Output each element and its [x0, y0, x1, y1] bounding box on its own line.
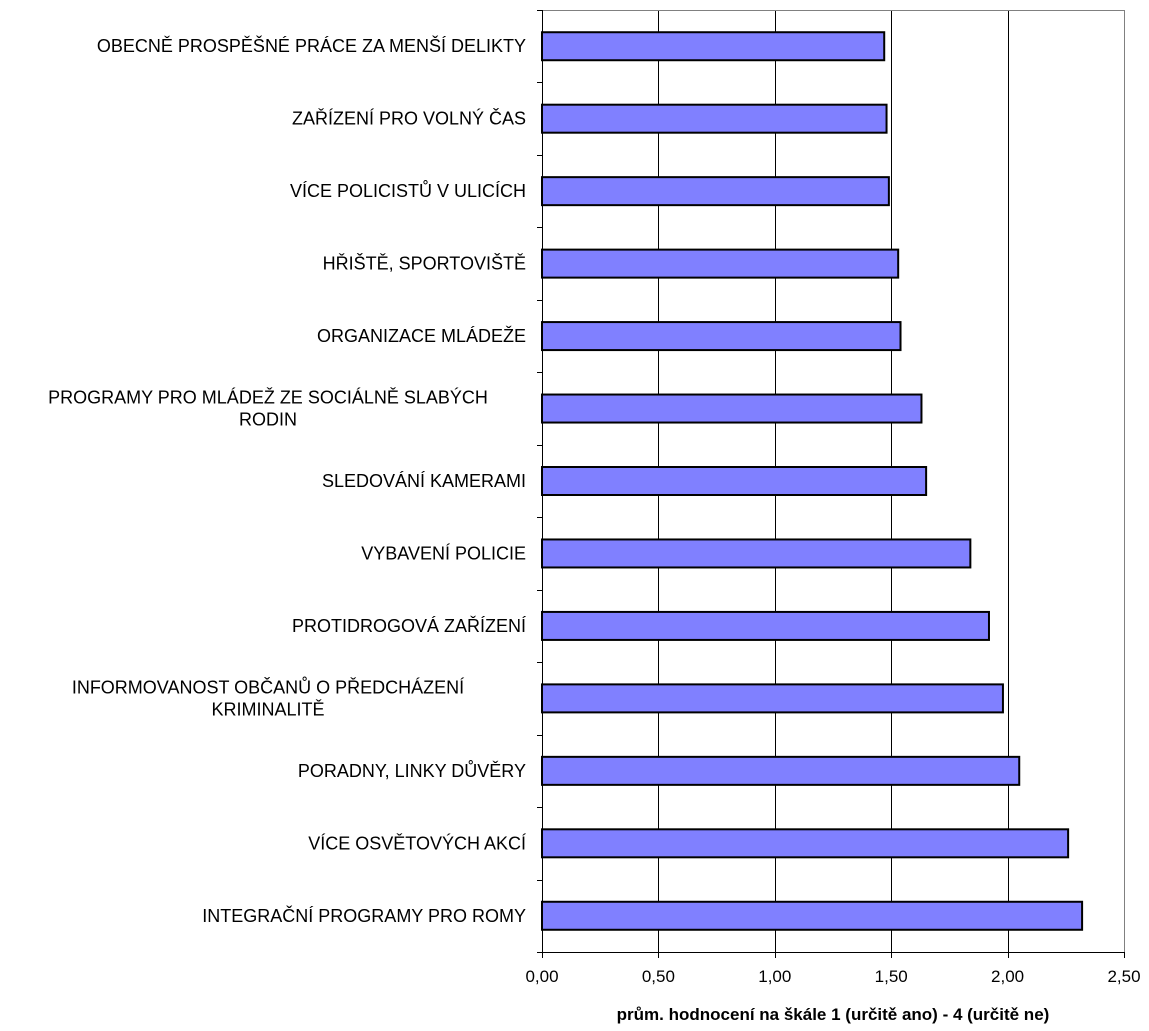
bar: [541, 538, 972, 569]
category-label: SLEDOVÁNÍ KAMERAMI: [322, 471, 526, 491]
category-labels: OBECNĚ PROSPĚŠNÉ PRÁCE ZA MENŠÍ DELIKTY Z…: [48, 35, 526, 926]
bar: [541, 393, 923, 424]
bar: [541, 103, 888, 134]
bar: [541, 683, 1004, 714]
bar: [541, 828, 1070, 859]
bar: [541, 900, 1084, 931]
x-tick-label: 2,50: [1107, 967, 1140, 986]
bar: [541, 755, 1021, 786]
category-label: INTEGRAČNÍ PROGRAMY PRO ROMY: [202, 905, 526, 926]
x-tick-label: 0,00: [525, 967, 558, 986]
x-tick-label: 1,00: [758, 967, 791, 986]
x-axis-title: prům. hodnocení na škále 1 (určitě ano) …: [617, 1005, 1050, 1024]
category-label: ZAŘÍZENÍ PRO VOLNÝ ČAS: [292, 108, 526, 129]
bar: [541, 176, 890, 207]
category-label: VÍCE POLICISTŮ V ULICÍCH: [290, 180, 526, 201]
category-label: HŘIŠTĚ, SPORTOVIŠTĚ: [323, 253, 526, 274]
category-label: PROGRAMY PRO MLÁDEŽ ZE SOCIÁLNĚ SLABÝCH R…: [48, 388, 488, 430]
category-label: VÍCE OSVĚTOVÝCH AKCÍ: [308, 833, 526, 853]
x-tick-label: 2,00: [991, 967, 1024, 986]
category-label: VYBAVENÍ POLICIE: [361, 543, 526, 563]
category-label: ORGANIZACE MLÁDEŽE: [317, 326, 526, 346]
bar: [541, 610, 990, 641]
bar: [541, 31, 886, 62]
bar: [541, 321, 902, 352]
x-tick-label: 1,50: [875, 967, 908, 986]
bar: [541, 248, 900, 279]
category-label: PROTIDROGOVÁ ZAŘÍZENÍ: [292, 616, 526, 636]
x-tick-labels: 0,00 0,50 1,00 1,50 2,00 2,50: [525, 967, 1140, 986]
category-label: INFORMOVANOST OBČANŮ O PŘEDCHÁZENÍ KRIMIN…: [72, 676, 464, 719]
category-label: OBECNĚ PROSPĚŠNÉ PRÁCE ZA MENŠÍ DELIKTY: [97, 35, 526, 56]
bar: [541, 466, 928, 496]
axes: [537, 10, 1125, 958]
category-label: PORADNY, LINKY DŮVĚRY: [298, 760, 526, 781]
x-tick-label: 0,50: [642, 967, 675, 986]
bars: [541, 31, 1084, 931]
